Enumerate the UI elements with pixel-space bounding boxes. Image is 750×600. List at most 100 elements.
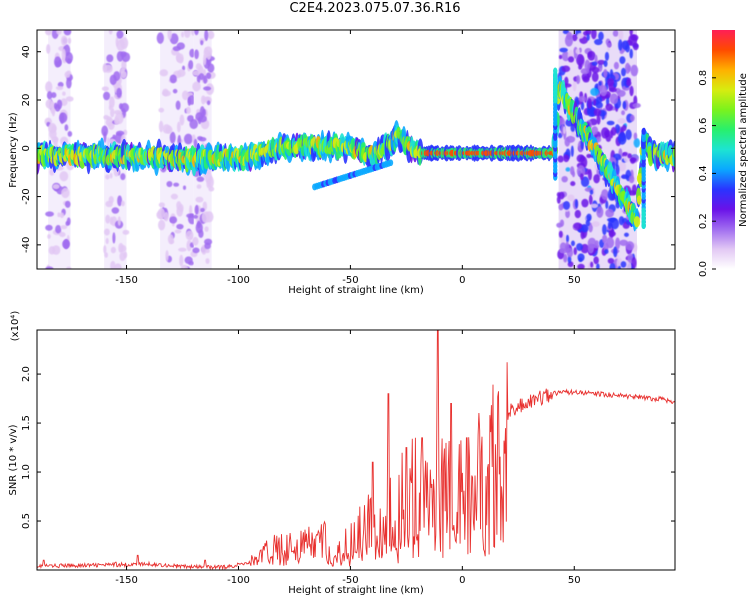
spectrogram-cell [110,107,115,118]
spectrogram-cell [116,30,124,39]
spectrogram-cell [198,73,205,81]
spectrogram-cell [120,102,130,113]
spectrogram-cell [567,56,575,63]
spectrogram-cell [185,106,191,115]
spectrogram-cell [116,39,126,51]
spectrogram-cell [194,204,199,215]
spectrogram-cell [60,98,68,107]
y-tick-label: 20 [21,94,32,107]
spectrogram-cell [672,145,675,159]
y-tick-label: 2.0 [21,366,32,382]
spectrogram-cell [195,196,204,203]
x-tick-label: 0 [459,275,465,286]
spectrogram-cell [557,132,563,139]
spectrogram-cell [51,136,59,143]
colorbar-gradient [712,30,735,269]
spectrogram-cell [67,131,73,137]
spectrogram-cell [67,37,72,44]
snr-y-axis-label: SNR (10 * v/v) [8,424,19,495]
snr-series-line [37,330,675,570]
spectrogram-cell [120,70,127,79]
spectrogram-cell [65,96,74,102]
spectrogram-cell [46,91,53,100]
spectrogram-cell [607,220,612,230]
colorbar-tick-label: 0.0 [698,261,709,277]
spectrogram-cell [203,54,207,66]
spectrogram-cell [200,95,206,105]
spectrogram-cell [591,71,599,82]
spectrogram-cell [52,184,60,190]
spectrogram-cell [563,253,568,263]
spectrogram-cell [206,100,211,106]
spectrogram-cell [156,32,164,44]
spectrogram-cell [103,245,107,254]
spectrogram-cell [52,245,61,255]
spectrogram-cell [113,71,121,82]
spectrogram-cell [45,30,52,36]
spectrogram-cell [632,102,641,109]
spectrogram-cell [51,92,57,99]
spectrogram-cell [192,70,201,76]
spectrogram-cell [201,211,210,224]
spectrogram-cell [175,100,181,110]
spectrogram-cell [105,237,109,245]
spectrogram-cell [632,42,639,51]
spectrogram-cell [590,203,598,209]
spectrogram-cell [574,199,578,209]
spectrogram-cell [590,30,597,40]
spectrogram-cell [176,201,182,210]
spectrogram-cell [188,60,194,70]
spectrogram-cell [587,243,594,254]
spectrogram-cell [597,59,606,65]
spectrogram-cell [615,164,620,176]
spectrogram-cell [565,234,570,243]
spectrogram-cell [101,86,109,92]
spectrogram-cell [630,64,639,77]
snr-panel: -150 -100 -50 0 50 0.5 1.0 1.5 2.0 Height of st… [8,311,676,596]
snr-x-axis: -150 -100 -50 0 50 [115,330,581,586]
spectrogram-cell [619,56,626,64]
y-tick-label: 0.5 [21,513,32,529]
spectrogram-cell [621,40,629,50]
spectrogram-cell [65,221,70,227]
spectrogram-cell [572,80,577,92]
colorbar-tick-label: 0.6 [698,118,709,134]
spectrogram-cell [181,31,185,38]
spectrogram-cell [192,81,201,92]
spectrogram-cell [607,78,615,87]
spectrogram-cell [59,112,65,125]
spectrogram-cell [629,114,635,122]
spectrogram-cell [158,219,166,231]
spectrogram-cell [188,260,195,266]
x-tick-label: -100 [227,575,250,586]
spectrogram-cell [559,248,568,254]
spectrogram-cell [559,219,565,227]
spectrogram-cell [585,219,591,227]
spectrogram-cell [609,262,616,269]
spectrogram-cell [610,126,617,136]
spectrogram-cell [198,229,204,238]
spectrogram-cell [570,124,576,132]
spectrogram-cell [123,251,128,259]
spectrogram-cell [620,261,627,268]
spectrogram-frame [36,29,676,270]
spectrogram-cell [641,207,646,215]
spectrogram-cell [46,44,51,54]
spectrogram-cell [586,153,592,159]
spectrogram-cell [45,211,54,217]
spectrogram-cell [587,51,593,58]
spectrogram-cell [176,223,184,230]
spectrogram-cell [591,221,600,227]
colorbar-ticks: 0.0 0.2 0.4 0.6 0.8 [698,70,716,277]
spectrogram-cell [105,174,110,180]
spectrogram-cell [612,30,619,37]
snr-plot-area [37,330,675,570]
spectrogram-cell [169,131,176,144]
spectrogram-cell [567,194,575,202]
spectrogram-cell [633,216,641,228]
spectrogram-cell [167,30,172,40]
spectrogram-cell [121,52,131,63]
spectrogram-cell [580,156,588,168]
spectrogram-cell [605,208,615,218]
spectrogram-cell [601,189,609,200]
